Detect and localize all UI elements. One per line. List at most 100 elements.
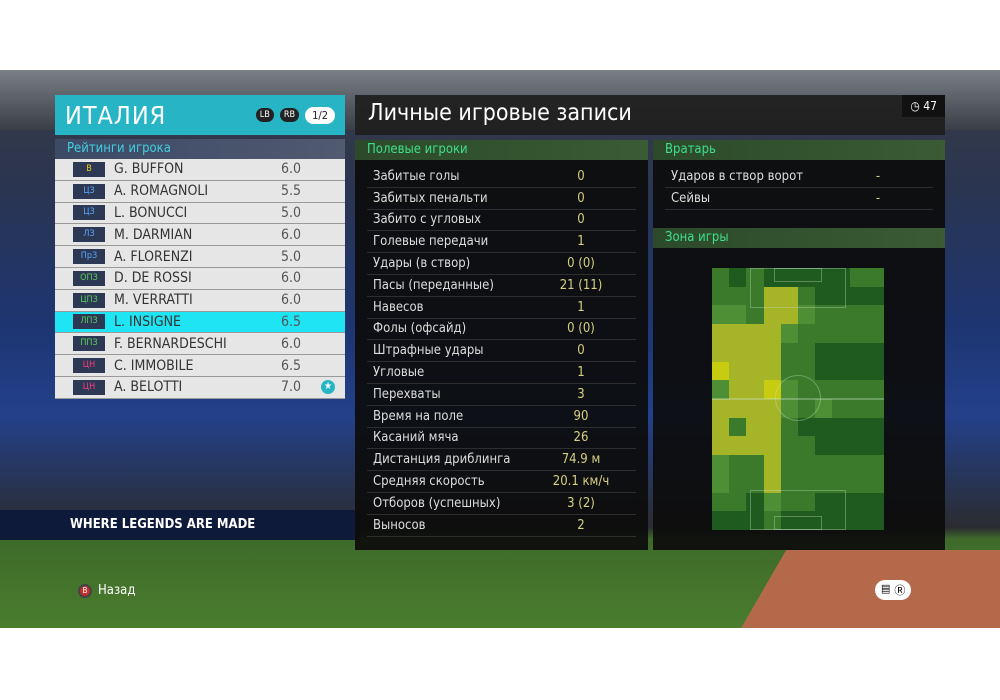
- player-row[interactable]: ЦЗ A. ROMAGNOLI 5.5: [55, 180, 345, 203]
- player-row[interactable]: ППЗ F. BERNARDESCHI 6.0: [55, 333, 345, 356]
- heatmap-cell: [729, 324, 748, 344]
- stat-value: 1: [577, 299, 585, 315]
- penalty-box-bottom: [750, 490, 846, 530]
- rb-button[interactable]: RB: [279, 108, 300, 122]
- stat-value: 74.9 м: [561, 452, 601, 468]
- heatmap-cell: [832, 455, 851, 475]
- heatmap-cell: [849, 342, 868, 363]
- heatmap-cell: [763, 455, 782, 475]
- heatmap-cell: [866, 305, 884, 326]
- stat-row: Касаний мяча 26: [367, 428, 636, 450]
- heatmap-cell: [712, 417, 731, 438]
- heatmap-cell: [815, 342, 834, 363]
- stat-value: -: [875, 190, 881, 206]
- player-row[interactable]: ЦН A. BELOTTI 7.0 ★: [55, 376, 345, 399]
- stat-value: 0 (0): [567, 256, 595, 272]
- field-players-header: Полевые игроки: [355, 140, 648, 160]
- stat-label: Забито с угловых: [373, 212, 482, 228]
- stat-value: 0: [577, 343, 585, 359]
- heatmap-cell: [712, 473, 731, 494]
- heatmap-cell: [798, 417, 817, 438]
- position-badge: ЦЗ: [73, 205, 105, 221]
- player-row[interactable]: ЦЗ L. BONUCCI 5.0: [55, 202, 345, 225]
- stat-row: Забитые голы 0: [367, 166, 636, 188]
- heatmap-cell: [866, 492, 884, 513]
- stat-row: Пасы (переданные) 21 (11): [367, 275, 636, 297]
- player-rating: 6.0: [281, 270, 302, 287]
- heatmap-cell: [746, 417, 765, 438]
- player-row[interactable]: ЦПЗ M. VERRATTI 6.0: [55, 289, 345, 312]
- heatmap-cell: [746, 286, 765, 307]
- heatmap-cell: [849, 380, 868, 400]
- player-rating: 7.0: [281, 379, 302, 396]
- running-track: [740, 550, 1000, 628]
- b-button-icon: B: [78, 583, 92, 598]
- player-list: В G. BUFFON 6.0 ЦЗ A. ROMAGNOLI 5.5 ЦЗ L. BONUC…: [55, 159, 345, 399]
- goalkeeper-stats-list: Ударов в створ ворот - Сейвы -: [653, 166, 945, 210]
- heatmap-cell: [746, 399, 765, 419]
- heatmap-cell: [763, 268, 782, 288]
- heatmap-cell: [746, 473, 765, 494]
- heatmap-cell: [746, 342, 765, 363]
- goal-area-bottom: [774, 516, 822, 530]
- heatmap-cell: [849, 324, 868, 344]
- heatmap-cell: [746, 361, 765, 382]
- rs-icon[interactable]: Ⓡ: [894, 584, 906, 597]
- heatmap-cell: [763, 286, 782, 307]
- heatmap-cell: [815, 361, 834, 382]
- heatmap-cell: [815, 305, 834, 326]
- player-name: L. INSIGNE: [114, 313, 181, 330]
- heatmap-cell: [849, 305, 868, 326]
- stat-row: Средняя скорость 20.1 км/ч: [367, 471, 636, 493]
- player-row[interactable]: ЦН C. IMMOBILE 6.5: [55, 355, 345, 377]
- heatmap-cell: [763, 342, 782, 363]
- heatmap-cell: [798, 342, 817, 363]
- stat-value: 0: [577, 212, 585, 228]
- heatmap-cell: [780, 492, 799, 513]
- player-rating: 6.0: [281, 335, 302, 352]
- player-rating: 5.5: [281, 183, 302, 200]
- heatmap-cell: [815, 268, 834, 288]
- heatmap-cell: [815, 492, 834, 513]
- ad-board: [0, 510, 360, 540]
- player-row[interactable]: ПрЗ A. FLORENZI 5.0: [55, 246, 345, 268]
- heatmap-cell: [849, 436, 868, 457]
- player-row[interactable]: ЛПЗ L. INSIGNE 6.5: [55, 311, 345, 334]
- heatmap-cell: [746, 268, 765, 288]
- heatmap-cell: [866, 399, 884, 419]
- stat-row: Забито с угловых 0: [367, 210, 636, 232]
- stat-label: Перехваты: [373, 386, 441, 402]
- heatmap-cell: [729, 342, 748, 363]
- stat-row: Штрафные удары 0: [367, 340, 636, 363]
- ratings-header: Рейтинги игрока: [55, 139, 345, 159]
- heatmap-cell: [815, 473, 834, 494]
- stat-row: Навесов 1: [367, 297, 636, 319]
- position-badge: ЦН: [73, 379, 105, 395]
- heatmap-cell: [763, 361, 782, 382]
- play-zone-header: Зона игры: [653, 228, 945, 248]
- back-button[interactable]: B Назад: [78, 583, 135, 598]
- heatmap-cell: [849, 268, 868, 288]
- player-rating: 6.0: [281, 161, 302, 178]
- heatmap-cell: [712, 286, 731, 307]
- stat-row: Отборов (успешных) 3 (2): [367, 493, 636, 515]
- player-row[interactable]: ЛЗ M. DARMIAN 6.0: [55, 224, 345, 247]
- center-circle: [775, 375, 821, 421]
- heatmap-cell: [729, 417, 748, 438]
- stat-row: Сейвы -: [665, 188, 933, 210]
- heatmap-cell: [729, 286, 748, 307]
- heatmap-cell: [780, 417, 799, 438]
- heatmap-cell: [729, 399, 748, 419]
- heatmap-cell: [849, 286, 868, 307]
- stat-value: 3: [577, 386, 585, 402]
- lb-button[interactable]: LB: [255, 108, 274, 122]
- controller-hints: ▤ Ⓡ: [875, 580, 912, 600]
- heatmap-cell: [849, 399, 868, 419]
- player-row[interactable]: В G. BUFFON 6.0: [55, 159, 345, 181]
- heatmap-cell: [849, 511, 868, 530]
- stat-label: Угловые: [373, 365, 425, 381]
- chat-icon[interactable]: ▤: [881, 582, 891, 595]
- player-row[interactable]: ОПЗ D. DE ROSSI 6.0: [55, 267, 345, 290]
- player-name: D. DE ROSSI: [114, 270, 192, 287]
- player-name: M. DARMIAN: [114, 226, 193, 243]
